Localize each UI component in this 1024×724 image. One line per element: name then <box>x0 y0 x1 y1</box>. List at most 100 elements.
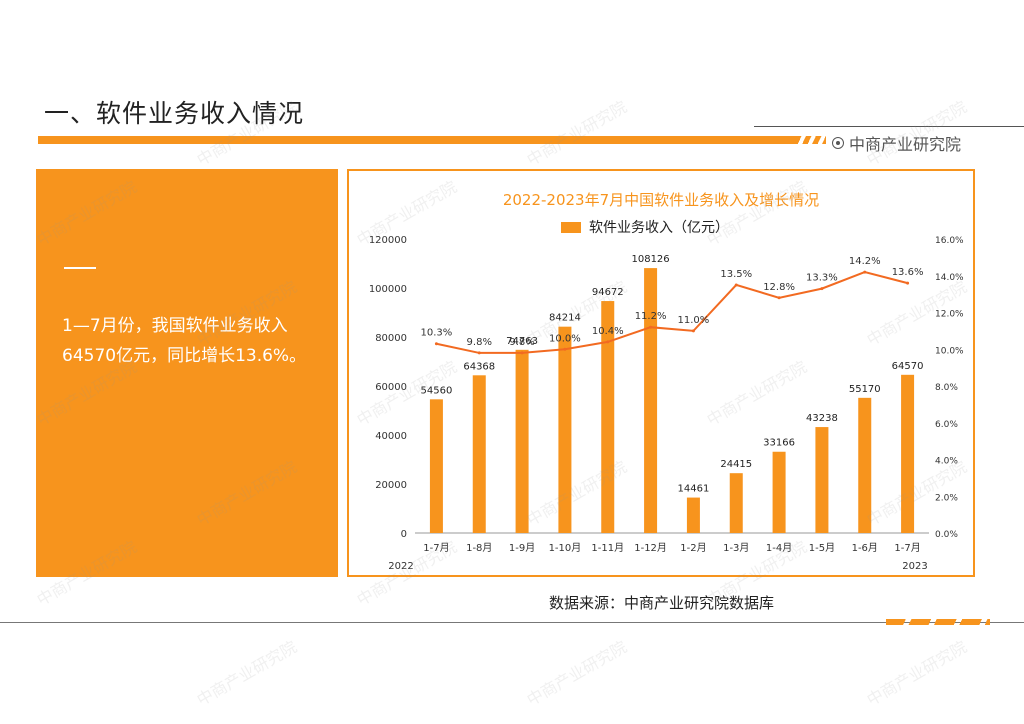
y-right-tick-label: 12.0% <box>935 310 964 320</box>
header-divider <box>754 126 1024 127</box>
y-left-tick-label: 20000 <box>375 480 407 491</box>
growth-value-label: 11.2% <box>635 311 667 322</box>
growth-value-label: 10.3% <box>421 328 453 339</box>
brand-logo-icon <box>832 137 844 149</box>
growth-value-label: 14.2% <box>849 256 881 267</box>
footer-stripes <box>886 619 990 625</box>
watermark-text: 中商产业研究院 <box>863 637 971 710</box>
bar <box>601 301 615 533</box>
legend-label: 软件业务收入（亿元） <box>589 220 729 236</box>
growth-point <box>520 351 524 355</box>
bar-value-label: 64368 <box>463 361 495 372</box>
chart-title: 2022-2023年7月中国软件业务收入及增长情况 <box>503 191 819 209</box>
data-source: 数据来源：中商产业研究院数据库 <box>549 594 775 612</box>
year-label-right: 2023 <box>902 561 927 572</box>
x-tick-label: 1-5月 <box>809 542 835 554</box>
x-tick-label: 1-8月 <box>466 542 492 554</box>
bar-value-label: 94672 <box>592 287 624 298</box>
growth-point <box>606 340 610 344</box>
brand-name: 中商产业研究院 <box>849 135 962 154</box>
title-stripes <box>796 136 826 144</box>
bar <box>429 399 443 533</box>
brand: 中商产业研究院 <box>832 131 961 155</box>
growth-point <box>434 342 438 346</box>
growth-point <box>734 283 738 287</box>
y-right-tick-label: 10.0% <box>935 346 964 356</box>
growth-point <box>777 296 781 300</box>
growth-point <box>477 351 481 355</box>
growth-point <box>691 329 695 333</box>
bar <box>644 268 658 533</box>
bar <box>472 375 486 533</box>
y-right-tick-label: 14.0% <box>935 273 964 283</box>
summary-dash <box>64 267 96 269</box>
x-tick-label: 1-12月 <box>634 542 667 554</box>
legend-swatch <box>561 222 581 233</box>
bar-value-label: 33166 <box>763 438 795 449</box>
chart-frame: 2022-2023年7月中国软件业务收入及增长情况 软件业务收入（亿元） 0 2000… <box>347 169 975 577</box>
summary-text: 1—7月份，我国软件业务收入64570亿元，同比增长13.6%。 <box>62 316 307 366</box>
bar-value-label: 84214 <box>549 313 581 324</box>
y-right-tick-label: 2.0% <box>935 493 958 503</box>
y-right-tick-label: 8.0% <box>935 383 958 393</box>
growth-value-label: 13.3% <box>806 273 838 284</box>
y-left-tick-label: 0 <box>401 529 407 540</box>
y-right-tick-label: 4.0% <box>935 457 958 467</box>
x-tick-label: 1-7月 <box>423 542 449 554</box>
y-right-tick-label: 6.0% <box>935 420 958 430</box>
x-tick-label: 1-7月 <box>894 542 920 554</box>
bar-value-label: 24415 <box>720 459 752 470</box>
footer-divider <box>0 622 1024 623</box>
x-tick-label: 1-11月 <box>591 542 624 554</box>
bar <box>815 427 829 533</box>
bar-value-label: 14461 <box>678 484 710 495</box>
x-tick-label: 1-9月 <box>509 542 535 554</box>
y-right-tick-label: 16.0% <box>935 236 964 246</box>
growth-value-label: 10.0% <box>549 333 581 344</box>
x-tick-label: 1-4月 <box>766 542 792 554</box>
growth-line <box>436 271 908 354</box>
x-tick-label: 1-6月 <box>852 542 878 554</box>
growth-value-label: 11.0% <box>678 315 710 326</box>
growth-point <box>863 270 867 274</box>
bar <box>515 349 529 533</box>
growth-value-label: 13.5% <box>720 269 752 280</box>
bar-value-label: 64570 <box>892 361 924 372</box>
y-left-tick-label: 60000 <box>375 382 407 393</box>
bar-value-label: 43238 <box>806 413 838 424</box>
title-underline <box>38 136 796 144</box>
bar-value-label: 74763 <box>506 336 538 347</box>
growth-point <box>820 287 824 291</box>
x-tick-label: 1-10月 <box>549 542 582 554</box>
watermark-text: 中商产业研究院 <box>193 637 301 710</box>
bar-value-label: 55170 <box>849 384 881 395</box>
x-tick-label: 1-2月 <box>680 542 706 554</box>
growth-point <box>649 325 653 329</box>
growth-value-label: 13.6% <box>892 267 924 278</box>
growth-value-label: 12.8% <box>763 282 795 293</box>
bar <box>858 397 872 533</box>
y-left-tick-label: 120000 <box>369 235 407 246</box>
bar <box>686 497 700 533</box>
x-tick-label: 1-3月 <box>723 542 749 554</box>
bar-value-label: 54560 <box>421 385 453 396</box>
y-left-tick-label: 40000 <box>375 431 407 442</box>
growth-value-label: 9.8% <box>467 337 492 348</box>
y-right-tick-label: 0.0% <box>935 530 958 540</box>
bar <box>901 374 915 533</box>
watermark-text: 中商产业研究院 <box>523 97 631 170</box>
year-label-left: 2022 <box>388 561 413 572</box>
growth-point <box>563 347 567 351</box>
y-left-tick-label: 80000 <box>375 333 407 344</box>
y-left-tick-label: 100000 <box>369 284 407 295</box>
bar <box>558 326 572 533</box>
bar-value-label: 108126 <box>631 254 669 265</box>
summary-panel: 1—7月份，我国软件业务收入64570亿元，同比增长13.6%。 <box>36 169 338 577</box>
bar <box>729 473 743 533</box>
growth-point <box>906 281 910 285</box>
growth-value-label: 9.8% <box>509 337 534 348</box>
page-title: 一、软件业务收入情况 <box>44 99 305 128</box>
watermark-text: 中商产业研究院 <box>523 637 631 710</box>
growth-value-label: 10.4% <box>592 326 624 337</box>
